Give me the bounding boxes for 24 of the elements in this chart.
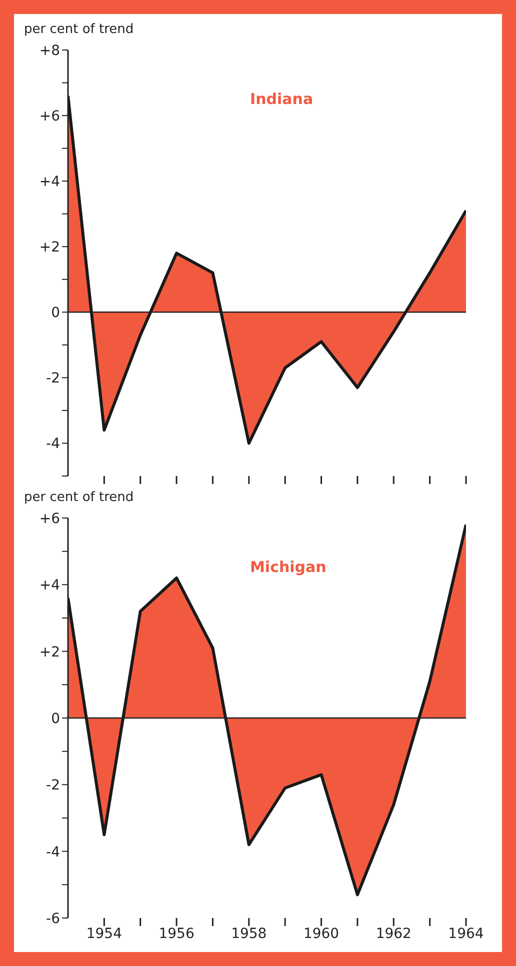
y-tick-label: +6 — [39, 510, 60, 527]
text: Michigan — [250, 558, 326, 576]
x-tick-label: 1954 — [86, 926, 122, 942]
x-tick-label: 1956 — [158, 926, 194, 942]
x-tick-label: 1960 — [303, 926, 340, 942]
x-tick-label: 1964 — [448, 926, 484, 942]
y-tick-label: -4 — [46, 844, 60, 860]
y-axis-title: per cent of trend — [24, 490, 134, 505]
y-tick-label: 0 — [51, 710, 60, 727]
y-tick-label: +6 — [39, 108, 60, 125]
y-tick-label: -2 — [46, 778, 60, 794]
x-tick-label: 1958 — [231, 926, 267, 942]
y-tick-label: -2 — [46, 370, 60, 387]
y-axis-title: per cent of trend — [24, 22, 134, 37]
y-tick-label: -4 — [46, 436, 60, 452]
y-tick-label: +8 — [39, 42, 60, 59]
y-tick-label: +4 — [39, 578, 60, 594]
y-tick-label: -6 — [46, 910, 60, 927]
y-tick-label: 0 — [51, 305, 60, 322]
y-tick-label: +2 — [39, 240, 60, 256]
text: Indiana — [250, 90, 314, 108]
y-tick-label: +2 — [39, 644, 60, 660]
x-tick-label: 1962 — [376, 926, 412, 942]
y-tick-label: +4 — [39, 174, 60, 190]
